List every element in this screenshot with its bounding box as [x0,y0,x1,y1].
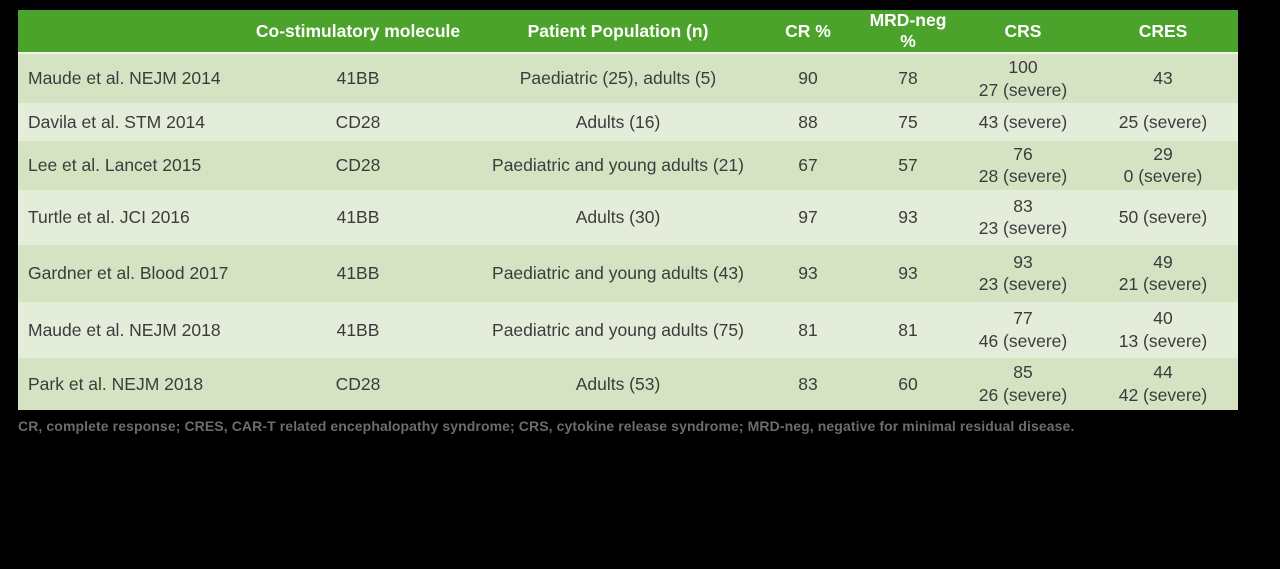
table-header-row: Co-stimulatory molecule Patient Populatio… [18,10,1238,54]
cell-mrd-neg-percent: 93 [898,207,918,228]
cell-crs: 76 28 (severe) [958,141,1088,190]
cell-cres-line: 49 [1153,251,1173,272]
cell-molecule: 41BB [336,319,380,340]
cell-molecule: 41BB [336,207,380,228]
table-row: Maude et al. NEJM 2018 41BB Paediatric and… [18,301,1238,358]
column-header-costimulatory-molecule: Co-stimulatory molecule [238,10,478,54]
cell-cres: 44 42 (severe) [1088,358,1238,410]
table-body: Maude et al. NEJM 2014 41BB Paediatric (25… [18,53,1238,410]
cell-cr-percent: 90 [798,68,818,89]
cell-mrd-neg-percent: 93 [898,263,918,284]
cell-cr-percent: 83 [798,373,818,394]
cell-crs: 85 26 (severe) [958,358,1088,410]
table-row: Turtle et al. JCI 2016 41BB Adults (30) 97 9… [18,189,1238,245]
cell-cres-line: 13 (severe) [1118,330,1208,351]
cell-crs-line: 76 [1013,144,1033,164]
cell-cr-percent: 88 [798,111,818,132]
cell-study: Maude et al. NEJM 2018 [28,319,221,340]
cell-population: Paediatric and young adults (43) [492,263,744,284]
column-header-patient-population: Patient Population (n) [478,10,758,54]
cell-study: Turtle et al. JCI 2016 [28,207,190,228]
cell-cres-line: 50 (severe) [1118,207,1208,228]
cell-mrd-neg-percent: 81 [898,319,918,340]
column-header-cr-percent: CR % [758,10,858,54]
table-row: Maude et al. NEJM 2014 41BB Paediatric (25… [18,53,1238,103]
cell-cres: 43 [1088,53,1238,103]
cell-crs-line: 93 [1013,251,1033,272]
cell-population: Adults (16) [575,111,661,132]
column-header-cres: CRES [1088,10,1238,54]
cell-crs-line: 27 (severe) [978,79,1068,100]
cell-crs-line: 43 (severe) [978,111,1068,132]
cell-crs-line: 46 (severe) [978,330,1068,351]
cell-cres: 49 21 (severe) [1088,245,1238,302]
column-header-crs: CRS [958,10,1088,54]
cell-population: Adults (30) [575,207,661,228]
cell-population: Paediatric and young adults (21) [492,155,744,176]
table-row: Davila et al. STM 2014 CD28 Adults (16) 88 7… [18,103,1238,141]
cell-study: Lee et al. Lancet 2015 [28,155,202,176]
cell-study: Davila et al. STM 2014 [28,111,206,132]
cell-mrd-neg-percent: 60 [898,373,918,394]
cell-cres: 25 (severe) [1088,103,1238,141]
cell-crs-line: 100 [1008,57,1038,78]
cell-crs-line: 83 [1013,195,1033,216]
cell-cres-line: 29 [1153,144,1173,164]
cell-cres-line: 42 (severe) [1118,384,1208,405]
column-header-mrd-neg-percent: MRD-neg % [858,10,958,54]
cell-crs-line: 28 (severe) [978,166,1068,187]
cell-study: Gardner et al. Blood 2017 [28,263,229,284]
cell-cr-percent: 93 [798,263,818,284]
results-table: Co-stimulatory molecule Patient Populatio… [18,10,1238,410]
cell-cres-line: 43 [1153,68,1173,89]
table-footnote: CR, complete response; CRES, CAR-T relat… [18,418,1075,434]
cell-crs: 93 23 (severe) [958,245,1088,302]
cell-cres: 40 13 (severe) [1088,302,1238,358]
table-container: Co-stimulatory molecule Patient Populatio… [18,10,1238,410]
cell-crs-line: 23 (severe) [978,274,1068,295]
cell-molecule: 41BB [336,263,380,284]
table-row: Park et al. NEJM 2018 CD28 Adults (53) 83 60… [18,357,1238,410]
column-header-empty [18,10,238,54]
cell-cr-percent: 97 [798,207,818,228]
cell-cres-line: 25 (severe) [1118,111,1208,132]
cell-cr-percent: 81 [798,319,818,340]
cell-mrd-neg-percent: 75 [898,111,918,132]
cell-study: Maude et al. NEJM 2014 [28,68,221,89]
cell-molecule: CD28 [335,111,381,132]
cell-cr-percent: 67 [798,155,818,176]
cell-crs: 83 23 (severe) [958,190,1088,245]
cell-crs: 77 46 (severe) [958,302,1088,358]
cell-population: Adults (53) [575,373,661,394]
cell-crs-line: 26 (severe) [978,384,1068,405]
cell-crs-line: 23 (severe) [978,218,1068,239]
table-row: Lee et al. Lancet 2015 CD28 Paediatric and… [18,141,1238,190]
cell-molecule: CD28 [335,373,381,394]
cell-cres-line: 40 [1153,308,1173,329]
cell-population: Paediatric (25), adults (5) [519,68,717,89]
cell-crs-line: 85 [1013,362,1033,383]
cell-population: Paediatric and young adults (75) [492,319,744,340]
cell-crs: 43 (severe) [958,103,1088,141]
cell-molecule: 41BB [336,68,380,89]
cell-cres-line: 21 (severe) [1118,274,1208,295]
header-row: Co-stimulatory molecule Patient Populatio… [18,10,1238,54]
cell-cres: 29 0 (severe) [1088,141,1238,190]
cell-crs: 100 27 (severe) [958,53,1088,103]
cell-mrd-neg-percent: 78 [898,68,918,89]
cell-molecule: CD28 [335,155,381,176]
cell-cres: 50 (severe) [1088,190,1238,245]
table-row: Gardner et al. Blood 2017 41BB Paediatric … [18,244,1238,302]
cell-study: Park et al. NEJM 2018 [28,373,204,394]
cell-mrd-neg-percent: 57 [898,155,918,176]
cell-crs-line: 77 [1013,308,1033,329]
cell-cres-line: 0 (severe) [1123,166,1203,187]
cell-cres-line: 44 [1153,362,1173,383]
